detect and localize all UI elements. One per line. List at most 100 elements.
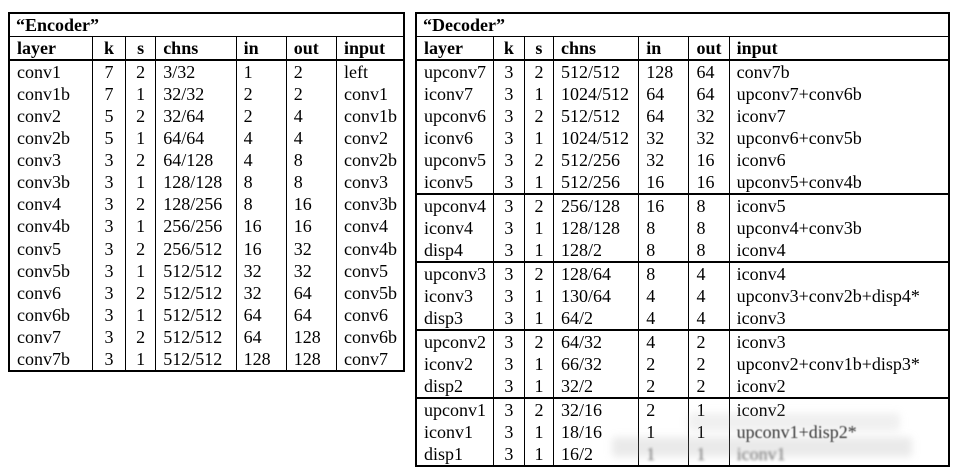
table-cell: 3 <box>492 60 525 83</box>
table-cell: conv1b <box>8 83 93 106</box>
table-cell: conv4b <box>8 215 93 238</box>
table-cell: iconv1 <box>415 421 494 443</box>
table-cell: 1 <box>688 443 730 466</box>
table-cell: 512/512 <box>552 60 640 83</box>
table-cell: 2 <box>125 105 157 128</box>
table-cell: iconv6 <box>415 127 494 149</box>
table-cell: 3 <box>492 127 525 149</box>
table-cell: 3 <box>492 149 525 171</box>
table-cell: 2 <box>688 329 730 353</box>
table-cell: 3 <box>492 421 525 443</box>
table-cell: 1 <box>235 60 287 84</box>
table-row-conv2: conv2 5 2 32/64 2 4 conv1b <box>8 105 405 128</box>
table-cell: 5 <box>91 127 127 150</box>
table-row-iconv3: iconv3 3 1 130/64 4 4 upconv3+conv2b+disp4* <box>415 285 950 307</box>
table-cell: 64/128 <box>155 149 237 172</box>
table-cell: 2 <box>523 397 554 421</box>
table-cell: 512/256 <box>552 171 640 194</box>
table-cell: 512/512 <box>155 325 237 348</box>
table-cell: 1024/512 <box>552 127 640 149</box>
table-row-upconv1: upconv1 3 2 32/16 2 1 iconv2 <box>415 397 950 421</box>
table-cell: 3 <box>492 353 525 375</box>
table-cell: 4 <box>235 127 287 150</box>
table-cell: 3 <box>492 239 525 262</box>
table-cell: conv3 <box>8 149 93 172</box>
table-cell: conv6 <box>336 303 405 326</box>
table-cell: 32 <box>688 105 730 127</box>
table-cell: 256/128 <box>552 193 640 217</box>
table-cell: disp1 <box>415 443 494 466</box>
table-cell: 16 <box>235 237 287 260</box>
table-cell: 32 <box>285 237 338 260</box>
table-cell: 1 <box>638 443 690 466</box>
table-cell: 3 <box>91 193 127 216</box>
table-row-iconv1: iconv1 3 1 18/16 1 1 upconv1+disp2* <box>415 421 950 443</box>
table-cell: upconv3+conv2b+disp4* <box>728 285 950 307</box>
table-cell: 512/512 <box>155 281 237 304</box>
table-cell: 128/128 <box>155 171 237 194</box>
table-cell: 3 <box>91 325 127 348</box>
table-cell: 32 <box>638 149 690 171</box>
table-cell: 3 <box>492 261 525 285</box>
table-cell: iconv4 <box>728 239 950 262</box>
table-cell: iconv7 <box>728 105 950 127</box>
table-row-conv4: conv4 3 2 128/256 8 16 conv3b <box>8 193 405 216</box>
table-cell: 2 <box>523 60 554 83</box>
decoder-table-body: upconv7 3 2 512/512 128 64 conv7b iconv7 3 1 1024/… <box>415 60 950 466</box>
table-cell: 4 <box>688 285 730 307</box>
table-cell: iconv3 <box>415 285 494 307</box>
table-cell: 128 <box>235 347 287 371</box>
table-cell: 16 <box>638 193 690 217</box>
table-cell: 1024/512 <box>552 83 640 105</box>
table-cell: iconv7 <box>415 83 494 105</box>
table-cell: 2 <box>125 60 157 84</box>
table-cell: 2 <box>523 329 554 353</box>
table-cell: 2 <box>125 193 157 216</box>
table-cell: 2 <box>523 193 554 217</box>
column-header-input: input <box>728 36 950 61</box>
table-cell: upconv2 <box>415 329 494 353</box>
table-cell: 2 <box>125 237 157 260</box>
table-cell: 3 <box>492 307 525 330</box>
table-cell: 64/2 <box>552 307 640 330</box>
table-cell: 64 <box>688 60 730 83</box>
table-row-conv5: conv5 3 2 256/512 16 32 conv4b <box>8 237 405 260</box>
table-cell: 1 <box>523 239 554 262</box>
table-cell: 1 <box>125 303 157 326</box>
table-cell: conv4b <box>336 237 405 260</box>
table-cell: 1 <box>125 127 157 150</box>
table-cell: 64 <box>688 83 730 105</box>
table-cell: conv2b <box>8 127 93 150</box>
table-cell: upconv5+conv4b <box>728 171 950 194</box>
table-row-disp2: disp2 3 1 32/2 2 2 iconv2 <box>415 375 950 398</box>
table-cell: 1 <box>523 443 554 466</box>
table-cell: 32 <box>235 281 287 304</box>
table-cell: conv6 <box>8 281 93 304</box>
table-cell: upconv1 <box>415 397 494 421</box>
table-row-disp3: disp3 3 1 64/2 4 4 iconv3 <box>415 307 950 330</box>
table-cell: 1 <box>523 307 554 330</box>
table-cell: iconv3 <box>728 307 950 330</box>
table-row-conv1: conv1 7 2 3/32 1 2 left <box>8 60 405 84</box>
table-cell: 4 <box>285 105 338 128</box>
table-cell: 3 <box>492 83 525 105</box>
table-cell: 4 <box>688 261 730 285</box>
table-cell: 8 <box>285 149 338 172</box>
decoder-title-row: “Decoder” <box>416 13 949 37</box>
table-cell: 1 <box>523 375 554 398</box>
table-cell: 66/32 <box>552 353 640 375</box>
table-cell: 64 <box>235 303 287 326</box>
table-row-conv1b: conv1b 7 1 32/32 2 2 conv1 <box>8 83 405 106</box>
table-cell: 130/64 <box>552 285 640 307</box>
table-cell: 512/512 <box>155 347 237 371</box>
table-cell: 1 <box>523 83 554 105</box>
table-row-iconv6: iconv6 3 1 1024/512 32 32 upconv6+conv5b <box>415 127 950 149</box>
table-cell: 1 <box>125 347 157 371</box>
table-cell: 32 <box>235 259 287 282</box>
table-cell: 64 <box>285 303 338 326</box>
table-cell: 128/256 <box>155 193 237 216</box>
table-cell: 2 <box>638 397 690 421</box>
table-cell: 512/512 <box>155 259 237 282</box>
table-cell: 8 <box>638 217 690 239</box>
table-cell: 2 <box>688 353 730 375</box>
